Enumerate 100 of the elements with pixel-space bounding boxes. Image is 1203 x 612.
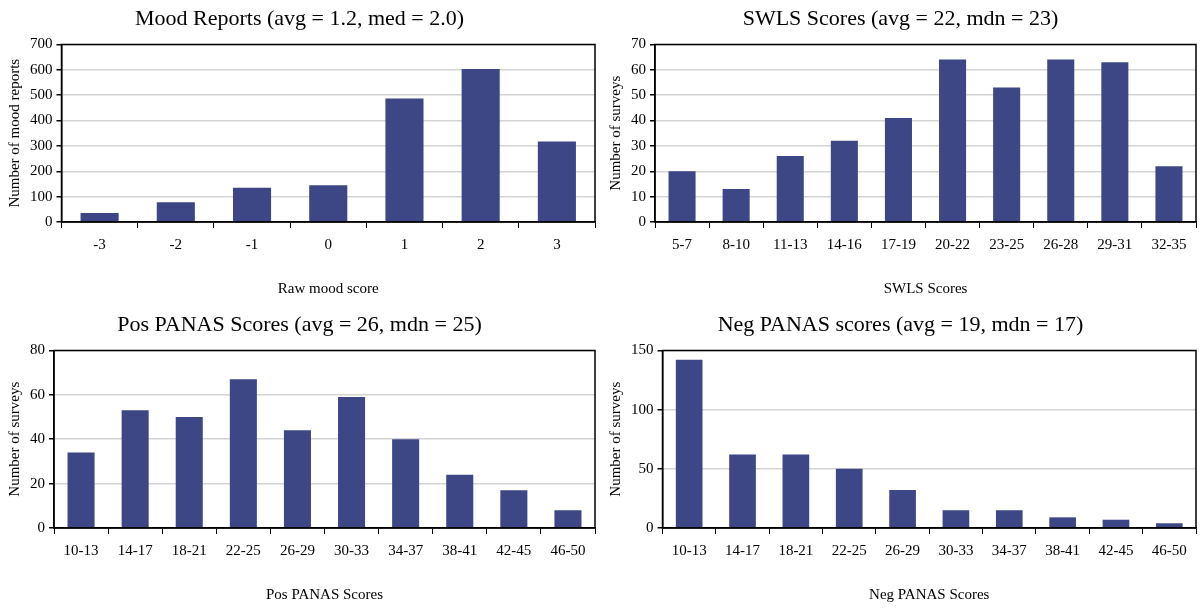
bar — [942, 510, 970, 528]
y-axis-title: Number of surveys — [606, 75, 623, 191]
bar — [889, 490, 916, 528]
y-tick-label: 300 — [30, 136, 53, 153]
x-tick-label: 5-7 — [672, 235, 693, 252]
bar — [67, 452, 95, 528]
x-tick-label: 14-17 — [725, 541, 761, 558]
y-tick-label: 30 — [631, 136, 646, 153]
x-tick-label: 34-37 — [991, 541, 1028, 558]
y-tick-label: 100 — [30, 187, 53, 204]
x-tick-label: 1 — [400, 235, 409, 252]
bar — [80, 213, 119, 222]
y-tick-label: 20 — [30, 474, 45, 491]
y-tick-label: 700 — [30, 35, 53, 52]
y-tick-label: 500 — [30, 86, 53, 103]
bar — [1155, 523, 1183, 528]
x-tick-label: 42-45 — [1098, 541, 1134, 558]
y-tick-label: 40 — [30, 430, 45, 447]
x-tick-label: 30-33 — [938, 541, 974, 558]
y-tick-label: 60 — [30, 385, 45, 402]
y-tick-label: 80 — [30, 341, 45, 358]
bar — [1102, 519, 1130, 528]
bar — [385, 98, 424, 222]
y-tick-label: 0 — [37, 518, 45, 535]
bar — [500, 490, 528, 528]
x-tick-label: 10-13 — [671, 541, 707, 558]
bar — [232, 187, 272, 222]
x-tick-label: -3 — [93, 235, 106, 252]
chart-title: Pos PANAS Scores (avg = 26, mdn = 25) — [117, 310, 482, 336]
y-axis-title: Number of surveys — [5, 381, 22, 497]
x-tick-label: -2 — [169, 235, 183, 252]
bar — [729, 454, 756, 528]
chart-title: SWLS Scores (avg = 22, mdn = 23) — [742, 4, 1059, 30]
bar — [830, 140, 858, 222]
y-tick-label: 100 — [631, 400, 654, 417]
bar — [392, 439, 420, 528]
y-tick-label: 20 — [631, 162, 646, 179]
bar — [554, 510, 582, 528]
y-axis-title: Number of mood reports — [5, 58, 22, 208]
x-tick-label: 22-25 — [225, 541, 261, 558]
x-tick-label: 23-25 — [989, 235, 1025, 252]
chart-title: Mood Reports (avg = 1.2, med = 2.0) — [134, 4, 465, 30]
x-tick-label: 10-13 — [63, 541, 99, 558]
y-tick-label: 10 — [631, 187, 646, 204]
x-tick-label: 22-25 — [831, 541, 867, 558]
x-tick-label: 38-41 — [1045, 541, 1081, 558]
x-tick-label: 8-10 — [722, 235, 750, 252]
x-axis-title: Pos PANAS Scores — [266, 585, 384, 602]
x-tick-label: 14-16 — [826, 235, 863, 252]
chart-title: Neg PANAS scores (avg = 19, mdn = 17) — [717, 310, 1084, 336]
bar — [776, 156, 804, 222]
y-tick-label: 60 — [631, 60, 646, 77]
bar — [309, 185, 348, 222]
bar — [1101, 62, 1129, 222]
y-tick-label: 70 — [631, 35, 646, 52]
x-tick-label: 11-13 — [773, 235, 808, 252]
bar — [1155, 166, 1183, 222]
bar — [229, 379, 257, 528]
y-tick-label: 400 — [30, 111, 53, 128]
y-tick-label: 50 — [631, 86, 646, 103]
bar — [782, 454, 810, 528]
x-tick-label: 26-29 — [279, 541, 315, 558]
x-tick-label: 18-21 — [778, 541, 814, 558]
y-tick-label: 200 — [30, 162, 53, 179]
x-tick-label: 46-50 — [550, 541, 586, 558]
bar — [668, 171, 696, 222]
bar — [338, 397, 366, 528]
x-tick-label: 3 — [553, 235, 561, 252]
bar — [993, 87, 1021, 222]
bar — [835, 468, 863, 528]
x-tick-label: 32-35 — [1151, 235, 1187, 252]
bar — [1047, 59, 1075, 222]
x-tick-label: 30-33 — [334, 541, 370, 558]
x-tick-label: 26-28 — [1043, 235, 1079, 252]
bar — [537, 141, 576, 222]
y-tick-label: 0 — [638, 212, 646, 229]
bar — [995, 510, 1023, 528]
x-tick-label: 38-41 — [442, 541, 478, 558]
y-tick-label: 40 — [631, 111, 646, 128]
x-tick-label: 18-21 — [171, 541, 207, 558]
x-tick-label: 29-31 — [1097, 235, 1133, 252]
bar — [939, 59, 967, 222]
bar — [884, 117, 912, 222]
x-tick-label: -1 — [245, 235, 259, 252]
y-tick-label: 0 — [646, 518, 654, 535]
x-tick-label: 42-45 — [496, 541, 532, 558]
x-tick-label: 46-50 — [1151, 541, 1187, 558]
bar — [461, 69, 500, 222]
bar — [675, 359, 703, 528]
x-tick-label: 2 — [476, 235, 485, 252]
y-tick-label: 150 — [631, 341, 654, 358]
x-tick-label: 14-17 — [117, 541, 154, 558]
x-tick-label: 34-37 — [388, 541, 424, 558]
bar — [175, 417, 203, 528]
x-tick-label: 20-22 — [935, 235, 971, 252]
y-axis-title: Number of surveys — [606, 381, 623, 497]
bar — [1049, 517, 1076, 528]
x-axis-title: Neg PANAS Scores — [869, 585, 990, 602]
bar — [156, 202, 195, 222]
y-tick-label: 50 — [638, 459, 654, 476]
